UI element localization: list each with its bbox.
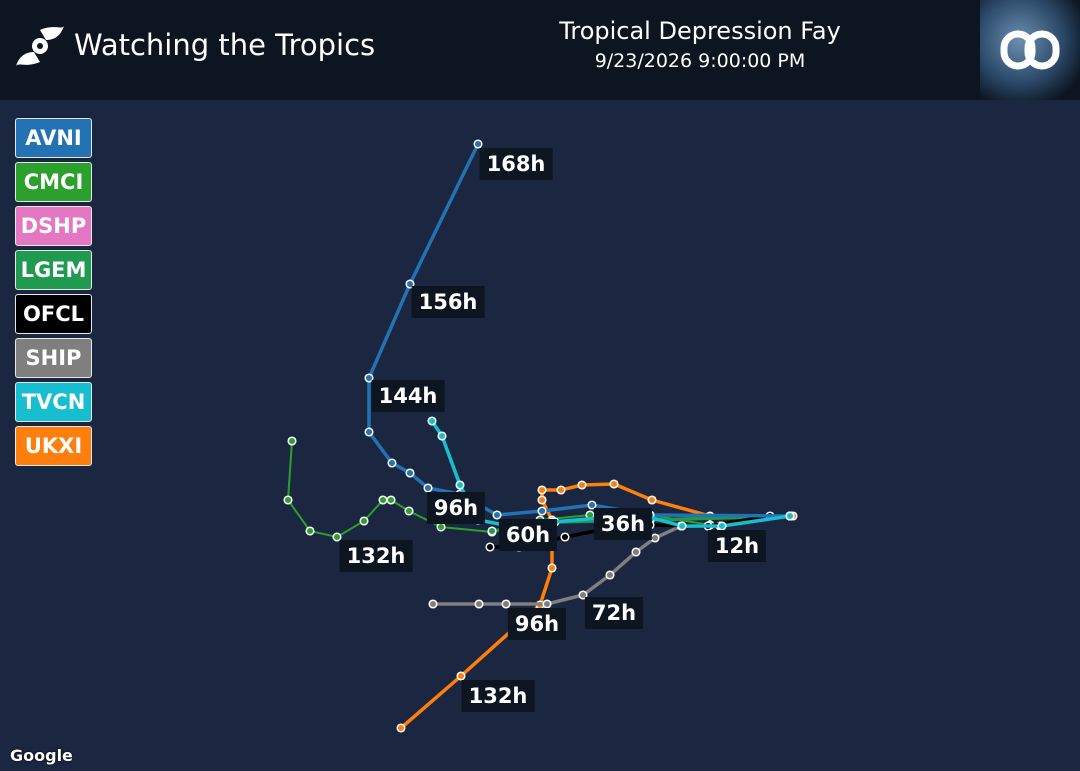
storm-datetime: 9/23/2026 9:00:00 PM xyxy=(594,50,806,72)
track-point xyxy=(473,139,483,149)
track-point xyxy=(556,485,566,495)
track-point xyxy=(717,521,727,531)
track-point xyxy=(587,500,597,510)
track-point xyxy=(456,671,466,681)
track-point xyxy=(305,526,315,536)
track-point xyxy=(396,723,406,733)
legend-item[interactable]: OFCL xyxy=(15,294,92,334)
track-point xyxy=(631,547,641,557)
track-label: 12h xyxy=(707,530,767,562)
track-label: 96h xyxy=(507,608,567,640)
track-label: 144h xyxy=(371,380,445,412)
track-label: 72h xyxy=(584,597,644,629)
track-label: 132h xyxy=(339,540,413,572)
track-label: 96h xyxy=(426,492,486,524)
track-label: 36h xyxy=(593,508,653,540)
track-point xyxy=(474,599,484,609)
track-point xyxy=(359,516,369,526)
track-point xyxy=(542,599,552,609)
legend-item[interactable]: CMCI xyxy=(15,162,92,202)
track-line xyxy=(367,143,791,518)
track-point xyxy=(577,480,587,490)
track-point xyxy=(436,522,446,532)
track-label: 132h xyxy=(461,680,535,712)
track-label: 156h xyxy=(411,286,485,318)
track-point xyxy=(428,599,438,609)
track-point xyxy=(427,416,437,426)
track-point xyxy=(487,526,497,536)
track-point xyxy=(378,495,388,505)
header: Watching the Tropics Tropical Depression… xyxy=(0,0,1080,100)
track-point xyxy=(405,279,415,289)
track-point xyxy=(404,506,414,516)
track-point xyxy=(287,436,297,446)
storm-name: Tropical Depression Fay xyxy=(559,17,841,45)
track-point xyxy=(560,532,570,542)
track-point xyxy=(578,590,588,600)
track-point xyxy=(364,427,374,437)
map-attribution: Google xyxy=(10,746,73,765)
track-point xyxy=(405,468,415,478)
legend-item[interactable]: UKXI xyxy=(15,426,92,466)
track-label: 60h xyxy=(498,519,558,551)
track-point xyxy=(386,495,396,505)
hurricane-icon xyxy=(16,26,64,66)
legend-item[interactable]: TVCN xyxy=(15,382,92,422)
track-point xyxy=(332,532,342,542)
track-point xyxy=(437,431,447,441)
track-point xyxy=(283,495,293,505)
track-point xyxy=(537,495,547,505)
legend-item[interactable]: DSHP xyxy=(15,206,92,246)
track-point xyxy=(677,521,687,531)
track-label: 168h xyxy=(479,148,553,180)
track-point xyxy=(501,599,511,609)
track-point xyxy=(609,479,619,489)
track-point xyxy=(485,542,495,552)
track-point xyxy=(537,506,547,516)
track-point xyxy=(364,373,374,383)
track-point xyxy=(492,510,502,520)
track-point xyxy=(650,533,660,543)
logo xyxy=(980,0,1080,100)
legend-item[interactable]: SHIP xyxy=(15,338,92,378)
track-point xyxy=(423,483,433,493)
track-point xyxy=(785,511,795,521)
legend-item[interactable]: LGEM xyxy=(15,250,92,290)
track-point xyxy=(537,485,547,495)
legend-item[interactable]: AVNI xyxy=(15,118,92,158)
track-point xyxy=(605,570,615,580)
track-point xyxy=(647,495,657,505)
site-title: Watching the Tropics xyxy=(74,28,376,62)
track-point xyxy=(387,458,397,468)
track-point xyxy=(455,480,465,490)
track-point xyxy=(547,563,557,573)
